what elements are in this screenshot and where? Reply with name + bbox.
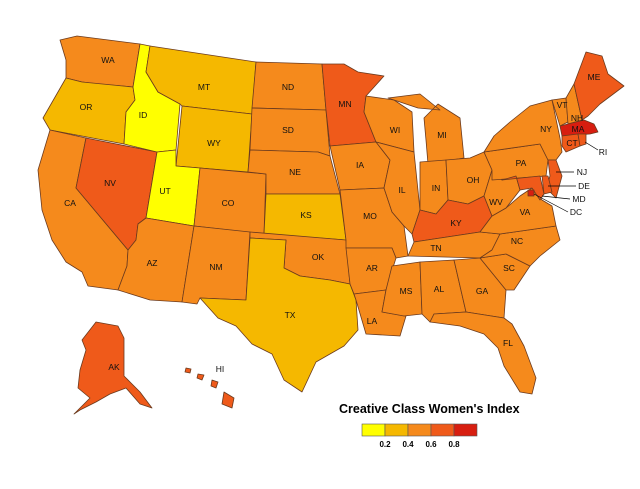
state-TX xyxy=(199,237,359,393)
label-AL: AL xyxy=(434,284,445,294)
label-AR: AR xyxy=(366,263,378,273)
legend-tick-2: 0.4 xyxy=(402,440,414,449)
state-IL xyxy=(375,141,421,235)
legend-tick-4: 0.8 xyxy=(448,440,460,449)
label-IL: IL xyxy=(398,185,405,195)
label-MI: MI xyxy=(437,130,446,140)
state-NC xyxy=(479,225,561,267)
leader-DC xyxy=(533,193,569,213)
legend-title: Creative Class Women's Index xyxy=(339,402,520,416)
label-MO: MO xyxy=(363,211,377,221)
leader-RI xyxy=(584,141,599,151)
label-ME: ME xyxy=(588,72,601,82)
label-HI: HI xyxy=(216,364,225,374)
label-AZ: AZ xyxy=(147,258,158,268)
label-NE: NE xyxy=(289,167,301,177)
label-VT: VT xyxy=(557,100,568,110)
label-KY: KY xyxy=(450,218,462,228)
label-OK: OK xyxy=(312,252,325,262)
label-LA: LA xyxy=(367,316,378,326)
state-MD xyxy=(501,175,545,201)
label-WY: WY xyxy=(207,138,221,148)
state-HI xyxy=(184,367,235,409)
label-NC: NC xyxy=(511,236,523,246)
label-MA: MA xyxy=(572,124,585,134)
label-KS: KS xyxy=(300,210,312,220)
label-MT: MT xyxy=(198,82,210,92)
label-OH: OH xyxy=(467,175,480,185)
state-GA xyxy=(453,257,507,319)
state-AK xyxy=(73,321,153,415)
label-NV: NV xyxy=(104,178,116,188)
label-UT: UT xyxy=(159,186,170,196)
label-WV: WV xyxy=(489,197,503,207)
legend-tick-3: 0.6 xyxy=(425,440,437,449)
label-FL: FL xyxy=(503,338,513,348)
label-CA: CA xyxy=(64,198,76,208)
label-CT: CT xyxy=(566,138,577,148)
label-DC: DC xyxy=(570,207,582,217)
state-FL xyxy=(429,311,537,395)
label-NH: NH xyxy=(571,113,583,123)
label-NJ: NJ xyxy=(577,167,587,177)
label-OR: OR xyxy=(80,102,93,112)
label-NM: NM xyxy=(209,262,222,272)
leader-lines xyxy=(533,141,599,213)
label-MS: MS xyxy=(400,286,413,296)
leader-MD xyxy=(541,195,571,200)
label-WA: WA xyxy=(101,55,115,65)
label-CO: CO xyxy=(222,198,235,208)
label-NY: NY xyxy=(540,124,552,134)
label-RI: RI xyxy=(599,147,608,157)
label-MN: MN xyxy=(338,99,351,109)
label-GA: GA xyxy=(476,286,489,296)
state-DE xyxy=(541,175,553,195)
legend-tick-1: 0.2 xyxy=(379,440,391,449)
label-ND: ND xyxy=(282,82,294,92)
hi-kauai xyxy=(184,367,192,374)
hi-maui xyxy=(210,379,219,389)
label-TN: TN xyxy=(430,243,441,253)
label-SD: SD xyxy=(282,125,294,135)
label-SC: SC xyxy=(503,263,515,273)
label-IA: IA xyxy=(356,160,364,170)
label-ID: ID xyxy=(139,110,148,120)
label-AK: AK xyxy=(108,362,120,372)
legend-swatch-4 xyxy=(430,423,455,437)
label-TX: TX xyxy=(285,310,296,320)
legend-swatch-1 xyxy=(361,423,386,437)
label-IN: IN xyxy=(432,183,441,193)
state-RI xyxy=(577,133,587,147)
legend-swatch-5 xyxy=(453,423,478,437)
state-NY xyxy=(483,99,563,161)
label-VA: VA xyxy=(520,207,531,217)
label-MD: MD xyxy=(572,194,585,204)
state-MI xyxy=(387,93,465,165)
hi-oahu xyxy=(196,373,205,381)
label-DE: DE xyxy=(578,181,590,191)
label-WI: WI xyxy=(390,125,400,135)
state-CT xyxy=(561,133,581,153)
legend-swatch-3 xyxy=(407,423,432,437)
state-DC xyxy=(527,189,535,197)
legend-swatch-2 xyxy=(384,423,409,437)
state-ME xyxy=(573,51,625,121)
label-PA: PA xyxy=(516,158,527,168)
legend: Creative Class Women's Index 0.2 0.4 0.6… xyxy=(339,402,520,449)
hi-big-island xyxy=(221,391,235,409)
state-labels: WA OR CA NV ID MT WY UT AZ CO NM ND SD N… xyxy=(64,55,607,374)
